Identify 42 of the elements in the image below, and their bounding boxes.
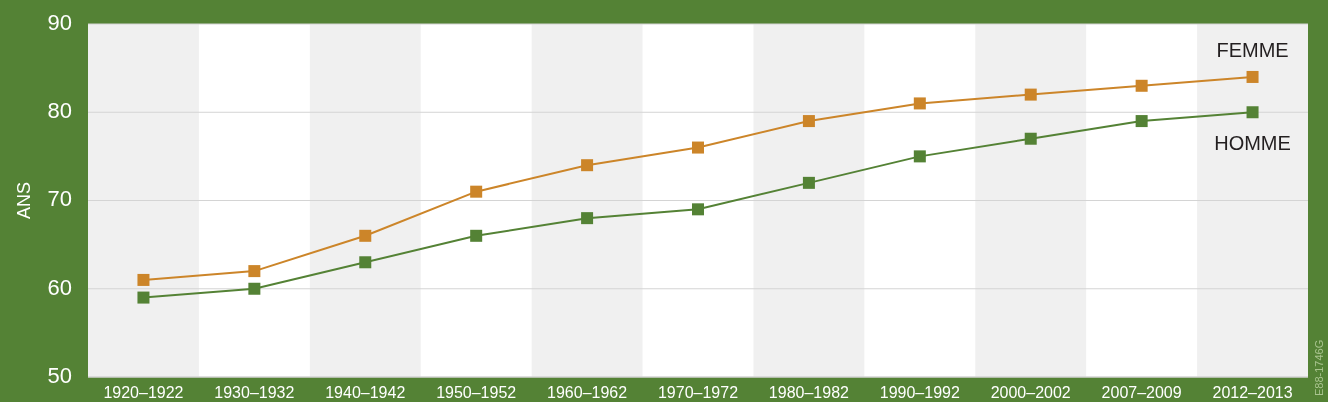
point <box>802 115 815 128</box>
x-tick-label: 1950–1952 <box>436 384 517 401</box>
point <box>913 150 926 163</box>
point <box>913 97 926 110</box>
x-tick-label: 2012–2013 <box>1212 384 1293 401</box>
point <box>137 291 150 304</box>
x-tick-label: 1930–1932 <box>214 384 295 401</box>
x-tick-label: 1990–1992 <box>879 384 960 401</box>
x-tick-label: 1920–1922 <box>103 384 184 401</box>
y-tick-label: 50 <box>47 362 72 388</box>
y-tick-label: 70 <box>47 186 72 212</box>
point <box>1246 106 1259 119</box>
point <box>359 229 372 242</box>
series-label: FEMME <box>1216 38 1289 61</box>
series-label: HOMME <box>1214 132 1291 155</box>
point <box>581 212 594 225</box>
point <box>1024 132 1037 145</box>
point <box>1024 88 1037 101</box>
x-tick-label: 1980–1982 <box>768 384 850 401</box>
point <box>692 141 704 154</box>
point <box>1246 70 1259 83</box>
point <box>1135 115 1148 128</box>
point <box>470 185 483 198</box>
y-tick-label: 80 <box>47 98 72 124</box>
x-tick-label: 2000–2002 <box>990 384 1071 401</box>
point <box>359 256 372 269</box>
x-tick-label: 1940–1942 <box>325 384 406 401</box>
point <box>1135 79 1148 92</box>
x-tick-label: 1960–1962 <box>547 384 628 401</box>
point <box>470 229 483 242</box>
y-axis-title: ANS <box>14 181 34 220</box>
x-tick-label: 1970–1972 <box>657 384 739 401</box>
text: E88-1746G <box>1313 339 1325 396</box>
x-tick-label: 2007–2009 <box>1101 384 1182 401</box>
point <box>581 159 594 172</box>
point <box>692 203 704 216</box>
point <box>802 176 815 189</box>
point <box>248 265 261 278</box>
point <box>137 273 150 286</box>
y-tick-label: 60 <box>47 274 72 300</box>
y-tick-label: 90 <box>47 9 72 35</box>
point <box>248 282 261 295</box>
